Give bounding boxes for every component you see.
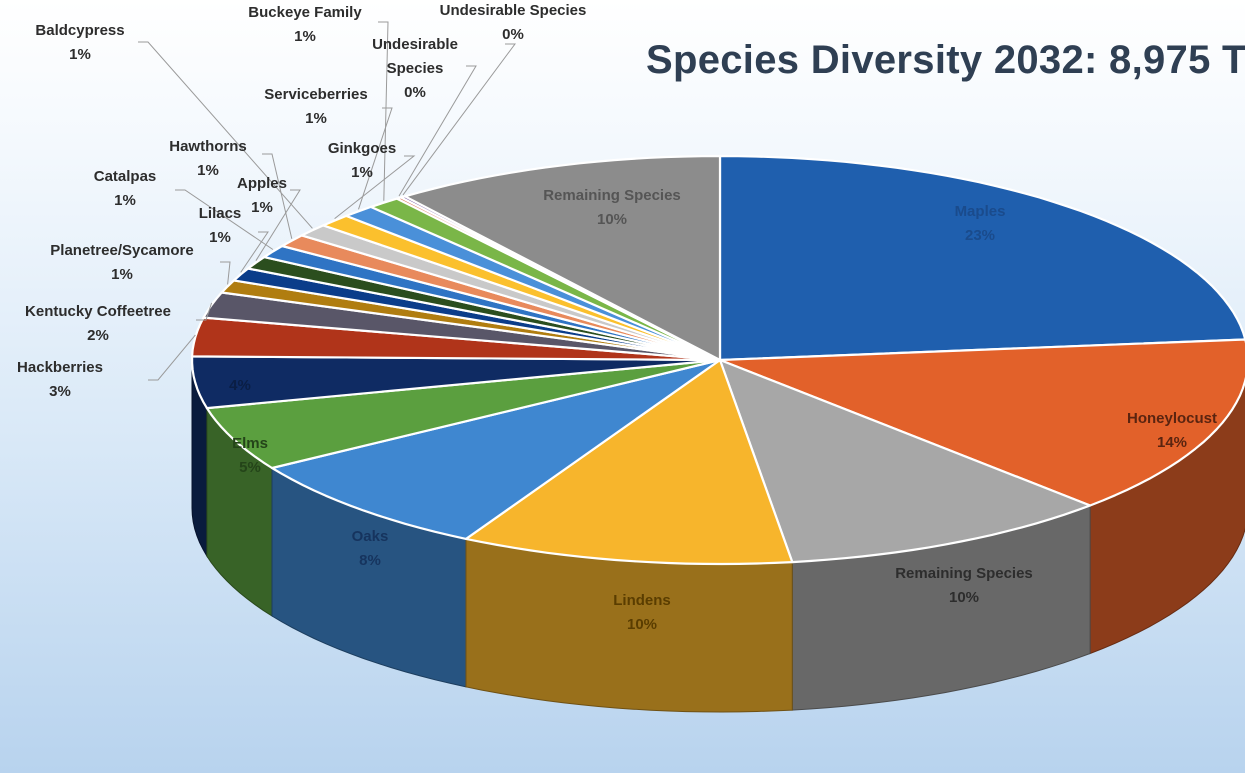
slice-label-15-0: Ginkgoes bbox=[328, 140, 396, 157]
chart-title: Species Diversity 2032: 8,975 Tr bbox=[646, 38, 1245, 82]
leader-line-7 bbox=[148, 334, 196, 381]
pie-tops bbox=[191, 154, 1245, 566]
slice-label-7-1: 3% bbox=[49, 383, 71, 400]
slice-label-9-1: 1% bbox=[111, 266, 133, 283]
slice-label-16-1: 1% bbox=[305, 110, 327, 127]
pie-labels: Maples 23% Honeylocust 14% Remaining Species… bbox=[17, 2, 1217, 633]
leader-line-10 bbox=[240, 231, 269, 273]
pie-slice-6 bbox=[191, 355, 722, 410]
slice-label-7-0: Hackberries bbox=[17, 359, 103, 376]
pie-slice-0 bbox=[718, 154, 1245, 362]
slice-label-18-2: 0% bbox=[404, 84, 426, 101]
slice-label-5-0: Elms bbox=[232, 435, 268, 452]
slice-label-18-0: Undesirable bbox=[372, 36, 458, 53]
slice-label-17-1: 1% bbox=[294, 28, 316, 45]
slice-label-0-0: Maples bbox=[955, 203, 1006, 220]
leader-line-15 bbox=[334, 155, 416, 219]
leader-line-9 bbox=[220, 261, 231, 285]
slice-label-6-0: 4% bbox=[229, 377, 251, 394]
slice-label-2-1: 10% bbox=[949, 589, 979, 606]
slice-label-15-1: 1% bbox=[351, 164, 373, 181]
slice-label-1-0: Honeylocust bbox=[1127, 410, 1217, 427]
pie-slice-1 bbox=[718, 338, 1245, 507]
slice-label-5-1: 5% bbox=[239, 459, 261, 476]
slice-label-18-1: Species bbox=[387, 60, 444, 77]
slice-label-13-0: Hawthorns bbox=[169, 138, 247, 155]
slice-label-8-1: 2% bbox=[87, 327, 109, 344]
slice-label-20-0: Remaining Species bbox=[543, 187, 681, 204]
slice-label-13-1: 1% bbox=[197, 162, 219, 179]
leader-line-16 bbox=[358, 107, 393, 210]
slice-label-14-1: 1% bbox=[69, 46, 91, 63]
leader-line-12 bbox=[175, 189, 274, 250]
slice-label-12-1: 1% bbox=[114, 192, 136, 209]
leader-line-11 bbox=[255, 189, 301, 261]
pie-slice-5 bbox=[205, 358, 722, 470]
pie-slice-2 bbox=[718, 358, 1092, 564]
slice-label-16-0: Serviceberries bbox=[264, 86, 367, 103]
slice-label-3-1: 10% bbox=[627, 616, 657, 633]
pie-slice-20 bbox=[403, 154, 722, 362]
leader-line-17 bbox=[378, 21, 389, 201]
leader-line-14 bbox=[138, 41, 313, 229]
slice-label-10-0: Lilacs bbox=[199, 205, 242, 222]
slice-label-11-1: 1% bbox=[251, 199, 273, 216]
slice-label-2-0: Remaining Species bbox=[895, 565, 1033, 582]
leader-line-19 bbox=[402, 43, 516, 196]
pie-slice-4 bbox=[270, 358, 722, 540]
slice-label-0-1: 23% bbox=[965, 227, 995, 244]
leader-line-8 bbox=[196, 302, 213, 321]
slice-label-17-0: Buckeye Family bbox=[248, 4, 362, 21]
slice-label-20-1: 10% bbox=[597, 211, 627, 228]
pie-slice-3 bbox=[464, 358, 794, 566]
slice-label-3-0: Lindens bbox=[613, 592, 671, 609]
slice-label-4-1: 8% bbox=[359, 552, 381, 569]
slice-label-12-0: Catalpas bbox=[94, 168, 157, 185]
slice-label-11-0: Apples bbox=[237, 175, 287, 192]
slice-label-4-0: Oaks bbox=[352, 528, 389, 545]
leader-line-13 bbox=[262, 153, 293, 239]
pie-leaders bbox=[138, 21, 516, 381]
slice-label-8-0: Kentucky Coffeetree bbox=[25, 303, 171, 320]
slice-label-10-1: 1% bbox=[209, 229, 231, 246]
slice-label-14-0: Baldcypress bbox=[35, 22, 124, 39]
slice-label-1-1: 14% bbox=[1157, 434, 1187, 451]
slice-label-19-0: Undesirable Species bbox=[440, 2, 587, 19]
slice-label-9-0: Planetree/Sycamore bbox=[50, 242, 193, 259]
leader-line-18 bbox=[398, 65, 477, 197]
slice-label-19-1: 0% bbox=[502, 26, 524, 43]
